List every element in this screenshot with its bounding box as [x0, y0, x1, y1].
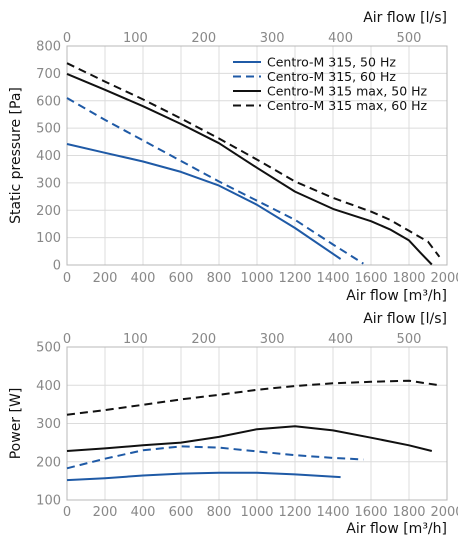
plot-frame — [66, 45, 448, 266]
series-line-3 — [66, 72, 433, 266]
y-tick-label: 600 — [36, 94, 61, 109]
y-tick-label: 500 — [36, 341, 61, 356]
x2-tick-label: 500 — [397, 332, 422, 347]
x-tick-label: 1200 — [278, 271, 311, 286]
x2-tick-label: 500 — [397, 31, 422, 46]
x-tick-label: 1000 — [240, 505, 273, 520]
series-line-4 — [66, 62, 441, 258]
x2-tick-label: 0 — [63, 332, 71, 347]
legend-label: Centro-M 315, 50 Hz — [267, 55, 396, 70]
y-tick-label: 300 — [36, 417, 61, 432]
x2-tick-label: 200 — [191, 31, 216, 46]
chart-panel-1: 0200400600800100012001400160018002000010… — [8, 10, 458, 304]
x-tick-label: 800 — [207, 271, 232, 286]
x-tick-label: 1400 — [316, 505, 349, 520]
y-tick-label: 0 — [53, 259, 61, 274]
y-tick-label: 700 — [36, 67, 61, 82]
y-tick-label: 200 — [36, 455, 61, 470]
x2-axis-label: Air flow [l/s] — [363, 10, 447, 26]
x2-tick-label: 0 — [63, 31, 71, 46]
y-tick-label: 500 — [36, 122, 61, 137]
x-tick-label: 1800 — [392, 505, 425, 520]
legend-label: Centro-M 315 max, 60 Hz — [267, 98, 428, 113]
y-tick-label: 100 — [36, 231, 61, 246]
x-tick-label: 1200 — [278, 505, 311, 520]
x2-tick-label: 300 — [260, 332, 285, 347]
x-tick-label: 1600 — [354, 271, 387, 286]
y-axis-label: Static pressure [Pa] — [8, 87, 24, 224]
legend-label: Centro-M 315, 60 Hz — [267, 69, 396, 84]
series-line-3 — [66, 425, 433, 452]
y-tick-label: 400 — [36, 379, 61, 394]
x-tick-label: 1000 — [240, 271, 273, 286]
x-tick-label: 200 — [93, 271, 118, 286]
x-axis-label: Air flow [m³/h] — [346, 288, 447, 304]
y-axis-label: Power [W] — [8, 388, 24, 460]
x-tick-label: 1600 — [354, 505, 387, 520]
series-line-2 — [66, 97, 364, 265]
series-line-1 — [66, 143, 342, 260]
x-tick-label: 1800 — [392, 271, 425, 286]
plot-frame — [66, 346, 448, 501]
x-tick-label: 600 — [169, 271, 194, 286]
x-tick-label: 200 — [93, 505, 118, 520]
x2-axis-label: Air flow [l/s] — [363, 311, 447, 327]
x2-tick-label: 100 — [123, 31, 148, 46]
x-tick-label: 600 — [169, 505, 194, 520]
x-tick-label: 400 — [131, 271, 156, 286]
y-tick-label: 300 — [36, 176, 61, 191]
y-tick-label: 800 — [36, 40, 61, 55]
x2-tick-label: 300 — [260, 31, 285, 46]
chart-panel-2: 0200400600800100012001400160018002000010… — [8, 311, 458, 537]
series-line-4 — [66, 379, 440, 416]
x-tick-label: 0 — [63, 271, 71, 286]
x-tick-label: 1400 — [316, 271, 349, 286]
series-line-1 — [66, 471, 341, 482]
x2-tick-label: 400 — [328, 31, 353, 46]
legend-label: Centro-M 315 max, 50 Hz — [267, 84, 428, 99]
y-tick-label: 100 — [36, 494, 61, 509]
x-tick-label: 0 — [63, 505, 71, 520]
x-tick-label: 400 — [131, 505, 156, 520]
x2-tick-label: 200 — [191, 332, 216, 347]
y-tick-label: 200 — [36, 204, 61, 219]
x2-tick-label: 400 — [328, 332, 353, 347]
x-axis-label: Air flow [m³/h] — [346, 521, 447, 537]
y-tick-label: 400 — [36, 149, 61, 164]
x-tick-label: 800 — [207, 505, 232, 520]
x2-tick-label: 100 — [123, 332, 148, 347]
series-line-2 — [66, 445, 364, 470]
